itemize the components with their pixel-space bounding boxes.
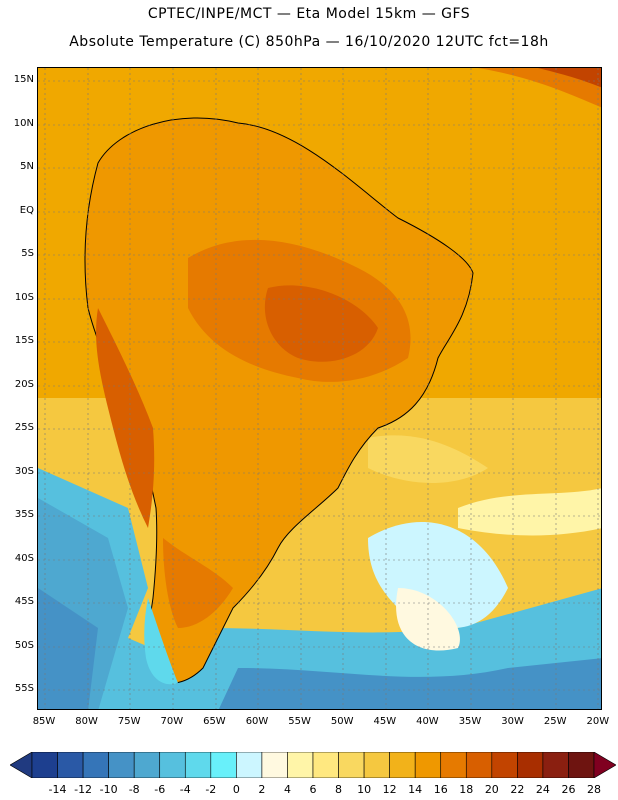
colorbar-swatch [287,752,314,778]
colorbar-swatch [542,752,569,778]
lat-tick-label: 50S [14,639,34,651]
colorbar-tick-label: 18 [459,783,474,796]
lon-tick-label: 50W [330,716,354,727]
map-title-line-1: CPTEC/INPE/MCT — Eta Model 15km — GFS [147,6,471,22]
temperature-field [38,68,601,709]
colorbar-tick-label: 26 [561,783,576,796]
colorbar-max-arrow [593,752,616,778]
colorbar-swatch [108,752,135,778]
lon-tick-label: 80W [75,716,98,727]
colorbar-tick-label: 14 [408,783,423,796]
colorbar-tick-label: -12 [74,783,93,796]
colorbar-swatch [312,752,339,778]
colorbar-tick-label: 10 [357,783,372,796]
lat-tick-label: 10S [14,291,34,303]
colorbar-swatch [31,752,58,778]
lat-tick-label: 45S [14,596,34,607]
lat-tick-label: EQ [19,204,34,216]
colorbar-swatch [465,752,493,778]
colorbar-tick-label: 16 [433,783,448,796]
colorbar-tick-label: 12 [382,783,397,796]
colorbar-tick-label: -2 [205,783,217,796]
colorbar-tick-label: 6 [309,783,317,796]
colorbar-swatch [414,752,442,778]
colorbar-tick-label: -4 [179,783,191,796]
colorbar-tick-label: 4 [283,783,291,796]
colorbar-swatch [159,752,186,778]
colorbar-swatch [82,752,109,778]
colorbar-swatch [236,752,263,778]
colorbar-swatch [491,752,518,778]
colorbar-tick-label: 24 [535,783,550,796]
colorbar-tick-label: 2 [258,783,266,796]
colorbar-tick-label: -10 [99,783,118,796]
lon-tick-label: 25W [543,716,567,727]
colorbar-swatch [261,752,288,778]
colorbar-swatch [568,752,595,778]
lon-tick-label: 20W [586,716,610,727]
lon-tick-label: 60W [245,716,269,727]
colorbar-swatch [133,752,161,778]
temperature-colorbar [10,752,616,778]
lat-tick-label: 25S [14,422,34,433]
lat-tick-label: 5S [21,248,34,259]
lat-tick-label: 10N [13,117,34,129]
colorbar-tick-label: 0 [232,783,240,796]
colorbar-tick-label: 22 [510,783,525,796]
lon-tick-label: 85W [32,716,56,727]
colorbar-swatch [57,752,84,778]
lat-tick-label: 5N [20,161,34,172]
lon-tick-label: 40W [416,716,439,727]
colorbar-swatch [184,752,212,778]
lat-tick-label: 20S [14,378,34,390]
lon-tick-label: 55W [288,716,311,727]
colorbar-tick-label: -6 [154,783,166,796]
colorbar-swatch [338,752,365,778]
lon-tick-label: 35W [458,716,482,727]
lon-tick-label: 45W [373,716,397,727]
lat-tick-label: 15S [14,335,34,346]
colorbar-swatch [363,752,390,778]
lat-tick-label: 40S [14,552,34,564]
lon-tick-label: 75W [117,716,141,727]
map-title-line-2: Absolute Temperature (C) 850hPa — 16/10/… [69,34,549,50]
temperature-map[interactable] [37,67,602,710]
colorbar-swatch [389,752,416,778]
colorbar-tick-label: -8 [128,783,140,796]
lat-tick-label: 35S [14,509,34,520]
colorbar-tick-label: 28 [587,783,601,796]
lat-tick-label: 30S [14,465,34,477]
colorbar-tick-label: 8 [335,783,343,796]
colorbar-tick-label: -14 [48,783,67,796]
colorbar-swatch [210,752,237,778]
lat-tick-label: 55S [14,683,34,694]
colorbar-swatch [517,752,544,778]
lat-tick-label: 15N [13,74,34,85]
colorbar-swatch [440,752,467,778]
lon-tick-label: 65W [203,716,226,727]
colorbar-min-arrow [10,752,33,778]
lon-tick-label: 70W [160,716,184,727]
lon-tick-label: 30W [501,716,524,727]
colorbar-tick-label: 20 [484,783,499,796]
